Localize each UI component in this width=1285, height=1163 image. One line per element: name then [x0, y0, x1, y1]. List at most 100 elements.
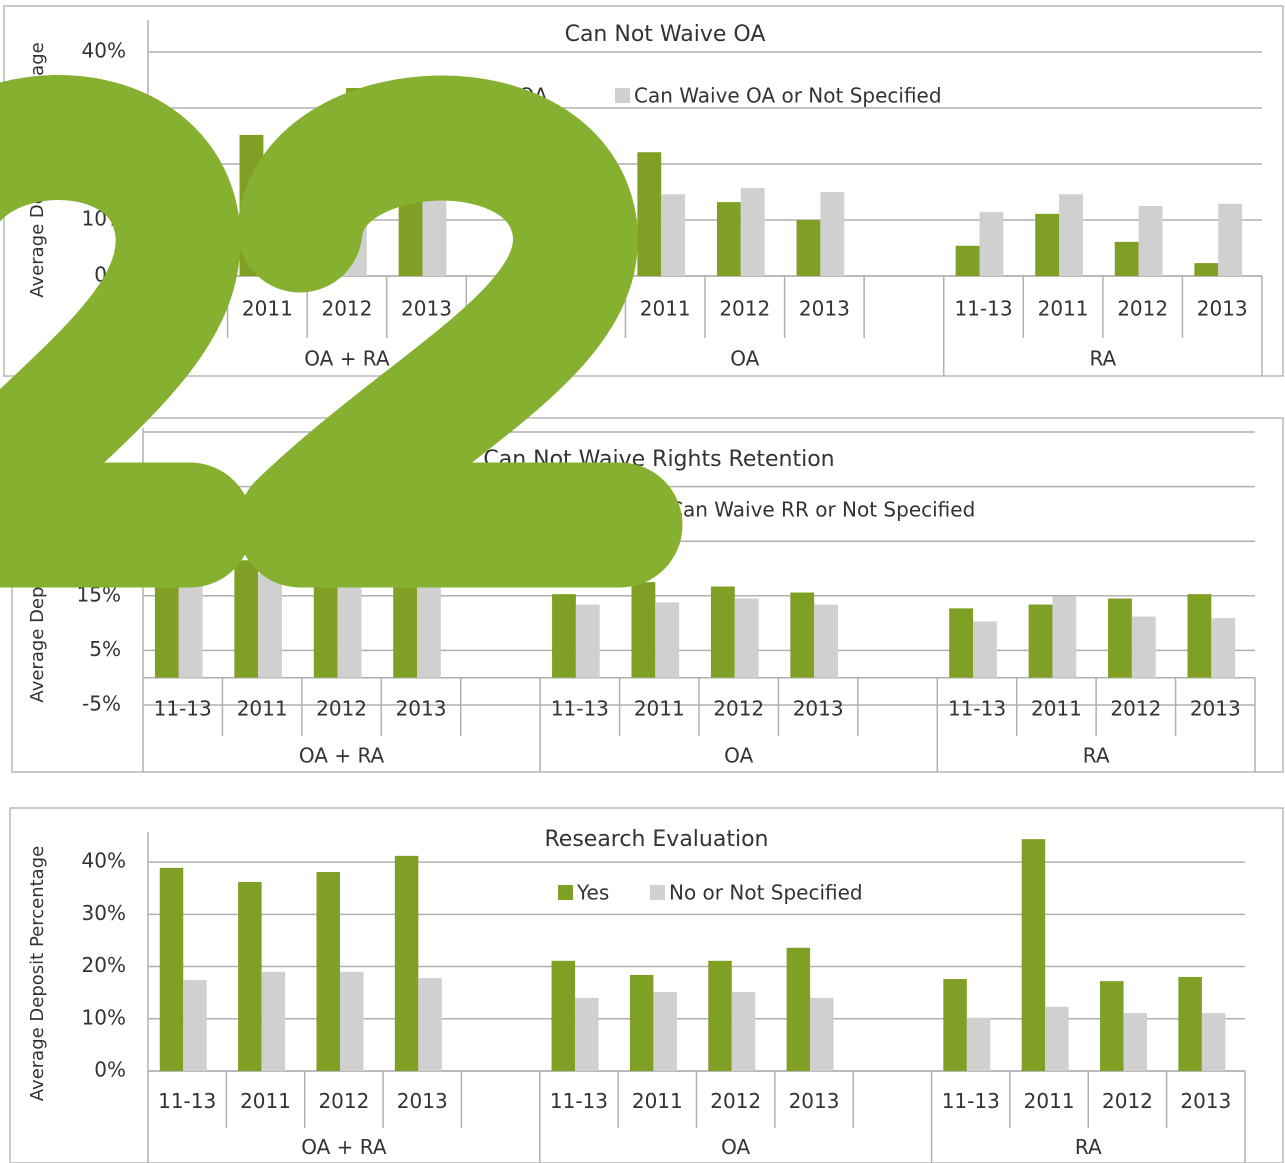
group-label: OA + RA — [304, 347, 390, 371]
x-tick-label: 2011 — [242, 297, 293, 321]
bar — [258, 574, 282, 678]
x-tick-label: 2013 — [1180, 1089, 1231, 1113]
bar — [183, 980, 207, 1071]
bar — [1115, 242, 1139, 276]
bar — [1194, 263, 1218, 276]
bar — [179, 578, 203, 677]
bar — [655, 602, 679, 677]
bar — [1187, 594, 1211, 678]
page: Can Not Waive OA Average Deposit Percenta… — [0, 0, 1285, 1163]
bar — [653, 992, 677, 1071]
bar — [973, 621, 997, 677]
x-tick-label: 2012 — [713, 696, 764, 720]
bar — [732, 992, 756, 1071]
legend-swatch — [650, 885, 665, 900]
x-tick-label: 2013 — [789, 1089, 840, 1113]
legend-swatch — [558, 885, 573, 900]
legend-label: Can Waive RR or Not Specified — [669, 498, 975, 522]
x-tick-label: 2012 — [318, 1089, 369, 1113]
x-tick-label: 2011 — [640, 297, 691, 321]
chart-title: Can Not Waive OA — [565, 22, 766, 47]
y-tick-label: 40% — [82, 39, 126, 63]
bar — [787, 948, 811, 1071]
bar — [735, 599, 759, 678]
x-tick-label: 2012 — [321, 297, 372, 321]
bar — [637, 152, 661, 276]
y-tick-label: 0% — [94, 1058, 126, 1082]
legend-label: Yes — [576, 881, 609, 905]
x-tick-label: 2013 — [799, 297, 850, 321]
x-tick-label: 11-13 — [154, 696, 212, 720]
x-tick-label: 2012 — [1102, 1089, 1153, 1113]
bar — [1029, 605, 1053, 678]
bar — [552, 594, 576, 678]
x-tick-label: 2011 — [1031, 696, 1082, 720]
bar — [316, 872, 340, 1071]
bar — [967, 1018, 991, 1071]
bar — [160, 868, 184, 1071]
y-tick-label: -5% — [82, 692, 121, 716]
bar — [717, 202, 741, 276]
x-tick-label: 2012 — [1117, 297, 1168, 321]
x-tick-label: 11-13 — [948, 696, 1006, 720]
x-tick-label: 2013 — [1197, 297, 1248, 321]
x-tick-label: 11-13 — [551, 696, 609, 720]
y-tick-label: 5% — [89, 637, 121, 661]
bar — [1022, 839, 1046, 1071]
bar — [338, 572, 362, 677]
bar — [418, 978, 442, 1071]
y-tick-label: 30% — [82, 901, 126, 925]
bar — [814, 605, 838, 678]
group-label: RA — [1089, 347, 1116, 371]
bar — [552, 961, 576, 1071]
x-tick-label: 11-13 — [550, 1089, 608, 1113]
x-tick-label: 2011 — [632, 1089, 683, 1113]
bar — [395, 856, 419, 1071]
y-tick-label: 20% — [82, 953, 126, 977]
bar — [1202, 1013, 1226, 1071]
bar — [340, 972, 364, 1071]
bar — [1108, 599, 1132, 678]
legend-label: Can Waive OA or Not Specified — [634, 84, 942, 108]
x-tick-label: 2011 — [240, 1089, 291, 1113]
x-tick-label: 2013 — [396, 696, 447, 720]
y-axis-label: Average Deposit Percentage — [27, 846, 48, 1101]
bar — [956, 246, 980, 276]
x-tick-label: 2011 — [1038, 297, 1089, 321]
bar — [943, 979, 967, 1071]
bar — [631, 582, 655, 678]
bar — [741, 188, 765, 276]
group-label: OA + RA — [299, 743, 385, 767]
x-tick-label: 2012 — [719, 297, 770, 321]
bar — [797, 220, 821, 276]
bar — [790, 593, 814, 678]
bar — [417, 576, 441, 678]
bar — [1100, 981, 1124, 1071]
bar — [1211, 618, 1235, 678]
x-tick-label: 2012 — [1110, 696, 1161, 720]
bar — [238, 882, 262, 1071]
bar — [1218, 204, 1242, 276]
x-tick-label: 2012 — [316, 696, 367, 720]
bar — [1139, 206, 1163, 276]
bar — [630, 975, 654, 1071]
bar — [708, 961, 732, 1071]
bar — [1124, 1013, 1148, 1071]
bar — [949, 608, 973, 677]
x-tick-label: 2013 — [401, 297, 452, 321]
legend-label: No or Not Specified — [669, 881, 863, 905]
legend-swatch — [615, 88, 630, 103]
bar — [234, 560, 258, 677]
group-label: RA — [1083, 743, 1110, 767]
group-label: OA — [730, 347, 759, 371]
x-tick-label: 11-13 — [158, 1089, 216, 1113]
bar — [576, 605, 600, 678]
x-tick-label: 2013 — [1190, 696, 1241, 720]
bar — [1052, 596, 1076, 677]
bar — [1059, 194, 1083, 276]
x-tick-label: 2013 — [397, 1089, 448, 1113]
bar — [575, 998, 599, 1071]
y-tick-label: 40% — [82, 849, 126, 873]
bar — [980, 212, 1004, 276]
group-label: OA — [721, 1135, 750, 1159]
